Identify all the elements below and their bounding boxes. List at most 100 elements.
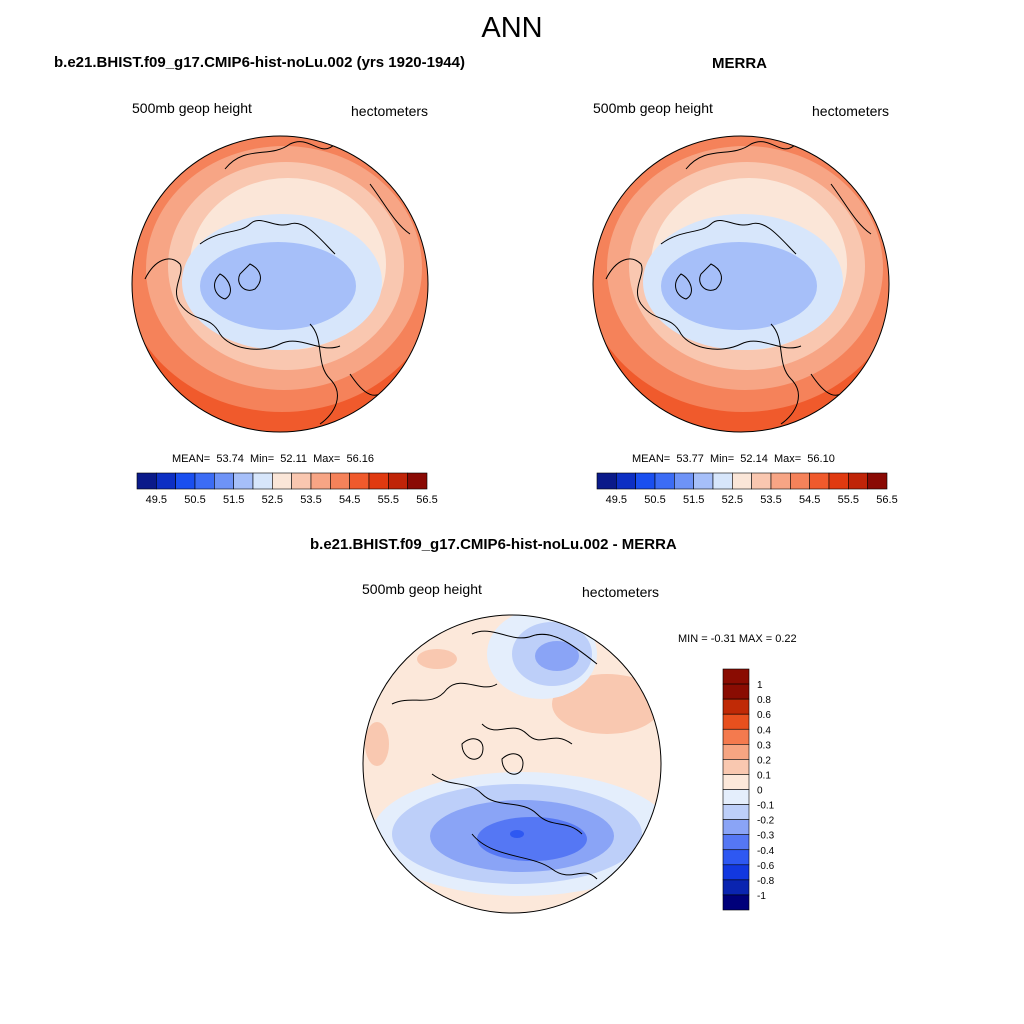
obs-colorbar-tick-label: 54.5 <box>799 494 820 506</box>
obs-colorbar-box <box>732 472 752 490</box>
model-colorbar-box <box>136 472 157 490</box>
obs-colorbar-box <box>828 472 849 490</box>
diff-colorbar-box <box>722 744 750 760</box>
diff-colorbar-box <box>722 759 750 775</box>
model-colorbar-tick-label: 50.5 <box>184 494 205 506</box>
model-map <box>131 135 429 433</box>
diff-colorbar-box <box>722 789 750 805</box>
obs-min-value: 52.14 <box>740 453 768 465</box>
obs-colorbar-tick-label: 49.5 <box>606 494 627 506</box>
diff-colorbar: 1 0.8 0.6 0.4 0.3 0.2 0.1 0 -0.1 -0.2 -0.3 -0.4 -0.6… <box>722 668 775 911</box>
figure-title: ANN <box>481 12 543 44</box>
diff-colorbar-box <box>722 728 750 745</box>
diff-colorbar-tick-label: -0.2 <box>757 816 775 827</box>
diff-colorbar-tick-label: -0.4 <box>757 846 775 857</box>
diff-colorbar-box <box>722 774 750 790</box>
diff-colorbar-tick-label: 0 <box>757 786 763 797</box>
model-colorbar-box <box>368 472 389 490</box>
diff-units-label: hectometers <box>582 584 660 600</box>
obs-colorbar-box <box>635 472 656 490</box>
diff-colorbar-tick-label: 0.3 <box>757 740 771 751</box>
diff-colorbar-box <box>722 864 750 881</box>
model-colorbar-box <box>388 472 408 490</box>
diff-colorbar-box <box>722 819 750 835</box>
obs-colorbar: 49.5 50.5 51.5 52.5 53.5 54.5 55.5 56.5 <box>596 472 898 506</box>
model-colorbar-tick-label: 49.5 <box>146 494 167 506</box>
diff-colorbar-box <box>722 683 750 700</box>
model-colorbar-box <box>252 472 273 490</box>
diff-colorbar-tick-label: 0.1 <box>757 770 771 781</box>
diff-colorbar-tick-label: -1 <box>757 891 766 902</box>
model-colorbar-box <box>330 472 350 490</box>
obs-panel-title: MERRA <box>712 55 767 72</box>
model-colorbar-tick-label: 52.5 <box>262 494 283 506</box>
diff-colorbar-box <box>722 834 750 851</box>
diff-map <box>362 614 662 914</box>
model-colorbar-box <box>233 472 254 490</box>
model-colorbar-box <box>175 472 196 490</box>
model-colorbar-tick-label: 54.5 <box>339 494 360 506</box>
obs-max-value: 56.10 <box>807 453 835 465</box>
diff-colorbar-box <box>722 698 750 715</box>
model-mean-label: MEAN= <box>172 453 211 465</box>
obs-colorbar-box <box>809 472 830 490</box>
model-units-label: hectometers <box>351 103 429 119</box>
model-colorbar-box <box>291 472 312 490</box>
obs-max-label: Max= <box>773 453 802 465</box>
obs-colorbar-tick-label: 51.5 <box>683 494 704 506</box>
diff-colorbar-tick-label: -0.8 <box>757 876 775 887</box>
model-colorbar-box <box>272 472 292 490</box>
model-colorbar-box <box>310 472 331 490</box>
diff-colorbar-tick-label: 0.8 <box>757 695 771 706</box>
obs-colorbar-box <box>790 472 810 490</box>
diff-panel-title: b.e21.BHIST.f09_g17.CMIP6-hist-noLu.002 … <box>310 536 677 553</box>
diff-colorbar-box <box>722 713 750 730</box>
model-stats: MEAN= 53.74 Min= 52.11 Max= 56.16 <box>172 453 374 465</box>
obs-colorbar-tick-label: 50.5 <box>644 494 665 506</box>
diff-colorbar-box <box>722 849 750 866</box>
obs-mean-label: MEAN= <box>632 453 671 465</box>
obs-colorbar-box <box>654 472 675 490</box>
diff-colorbar-tick-label: 0.4 <box>757 725 771 736</box>
obs-colorbar-tick-label: 52.5 <box>722 494 743 506</box>
diff-colorbar-tick-label: -0.1 <box>757 801 775 812</box>
model-colorbar-tick-label: 51.5 <box>223 494 244 506</box>
model-colorbar-box <box>349 472 370 490</box>
diff-colorbar-tick-label: -0.6 <box>757 861 775 872</box>
obs-colorbar-box <box>867 472 888 490</box>
model-min-label: Min= <box>250 453 275 465</box>
obs-stats: MEAN= 53.77 Min= 52.14 Max= 56.10 <box>632 453 835 465</box>
obs-colorbar-box <box>848 472 868 490</box>
model-max-value: 56.16 <box>346 453 374 465</box>
obs-colorbar-box <box>770 472 791 490</box>
diff-colorbar-box <box>722 894 750 911</box>
diff-colorbar-tick-label: 0.6 <box>757 710 771 721</box>
diff-colorbar-tick-label: 0.2 <box>757 755 771 766</box>
model-colorbar: 49.5 50.5 51.5 52.5 53.5 54.5 55.5 56.5 <box>136 472 438 506</box>
diff-colorbar-box <box>722 668 750 685</box>
obs-colorbar-box <box>616 472 636 490</box>
diff-variable-label: 500mb geop height <box>362 581 482 597</box>
obs-map <box>592 135 890 433</box>
obs-colorbar-box <box>674 472 694 490</box>
obs-colorbar-tick-label: 55.5 <box>838 494 859 506</box>
model-colorbar-tick-label: 53.5 <box>300 494 321 506</box>
model-colorbar-box <box>156 472 176 490</box>
obs-colorbar-box <box>693 472 714 490</box>
obs-units-label: hectometers <box>812 103 890 119</box>
model-colorbar-box <box>214 472 234 490</box>
diff-colorbar-box <box>722 804 750 820</box>
obs-min-label: Min= <box>710 453 735 465</box>
model-mean-value: 53.74 <box>216 453 244 465</box>
model-panel-title: b.e21.BHIST.f09_g17.CMIP6-hist-noLu.002 … <box>54 54 465 71</box>
obs-colorbar-box <box>596 472 617 490</box>
diff-colorbar-box <box>722 879 750 896</box>
model-max-label: Max= <box>313 453 341 465</box>
diff-minmax: MIN = -0.31 MAX = 0.22 <box>678 633 797 645</box>
diff-colorbar-tick-label: 1 <box>757 680 763 691</box>
obs-colorbar-tick-label: 53.5 <box>760 494 781 506</box>
obs-colorbar-box <box>751 472 772 490</box>
obs-mean-value: 53.77 <box>676 453 704 465</box>
obs-variable-label: 500mb geop height <box>593 100 713 116</box>
